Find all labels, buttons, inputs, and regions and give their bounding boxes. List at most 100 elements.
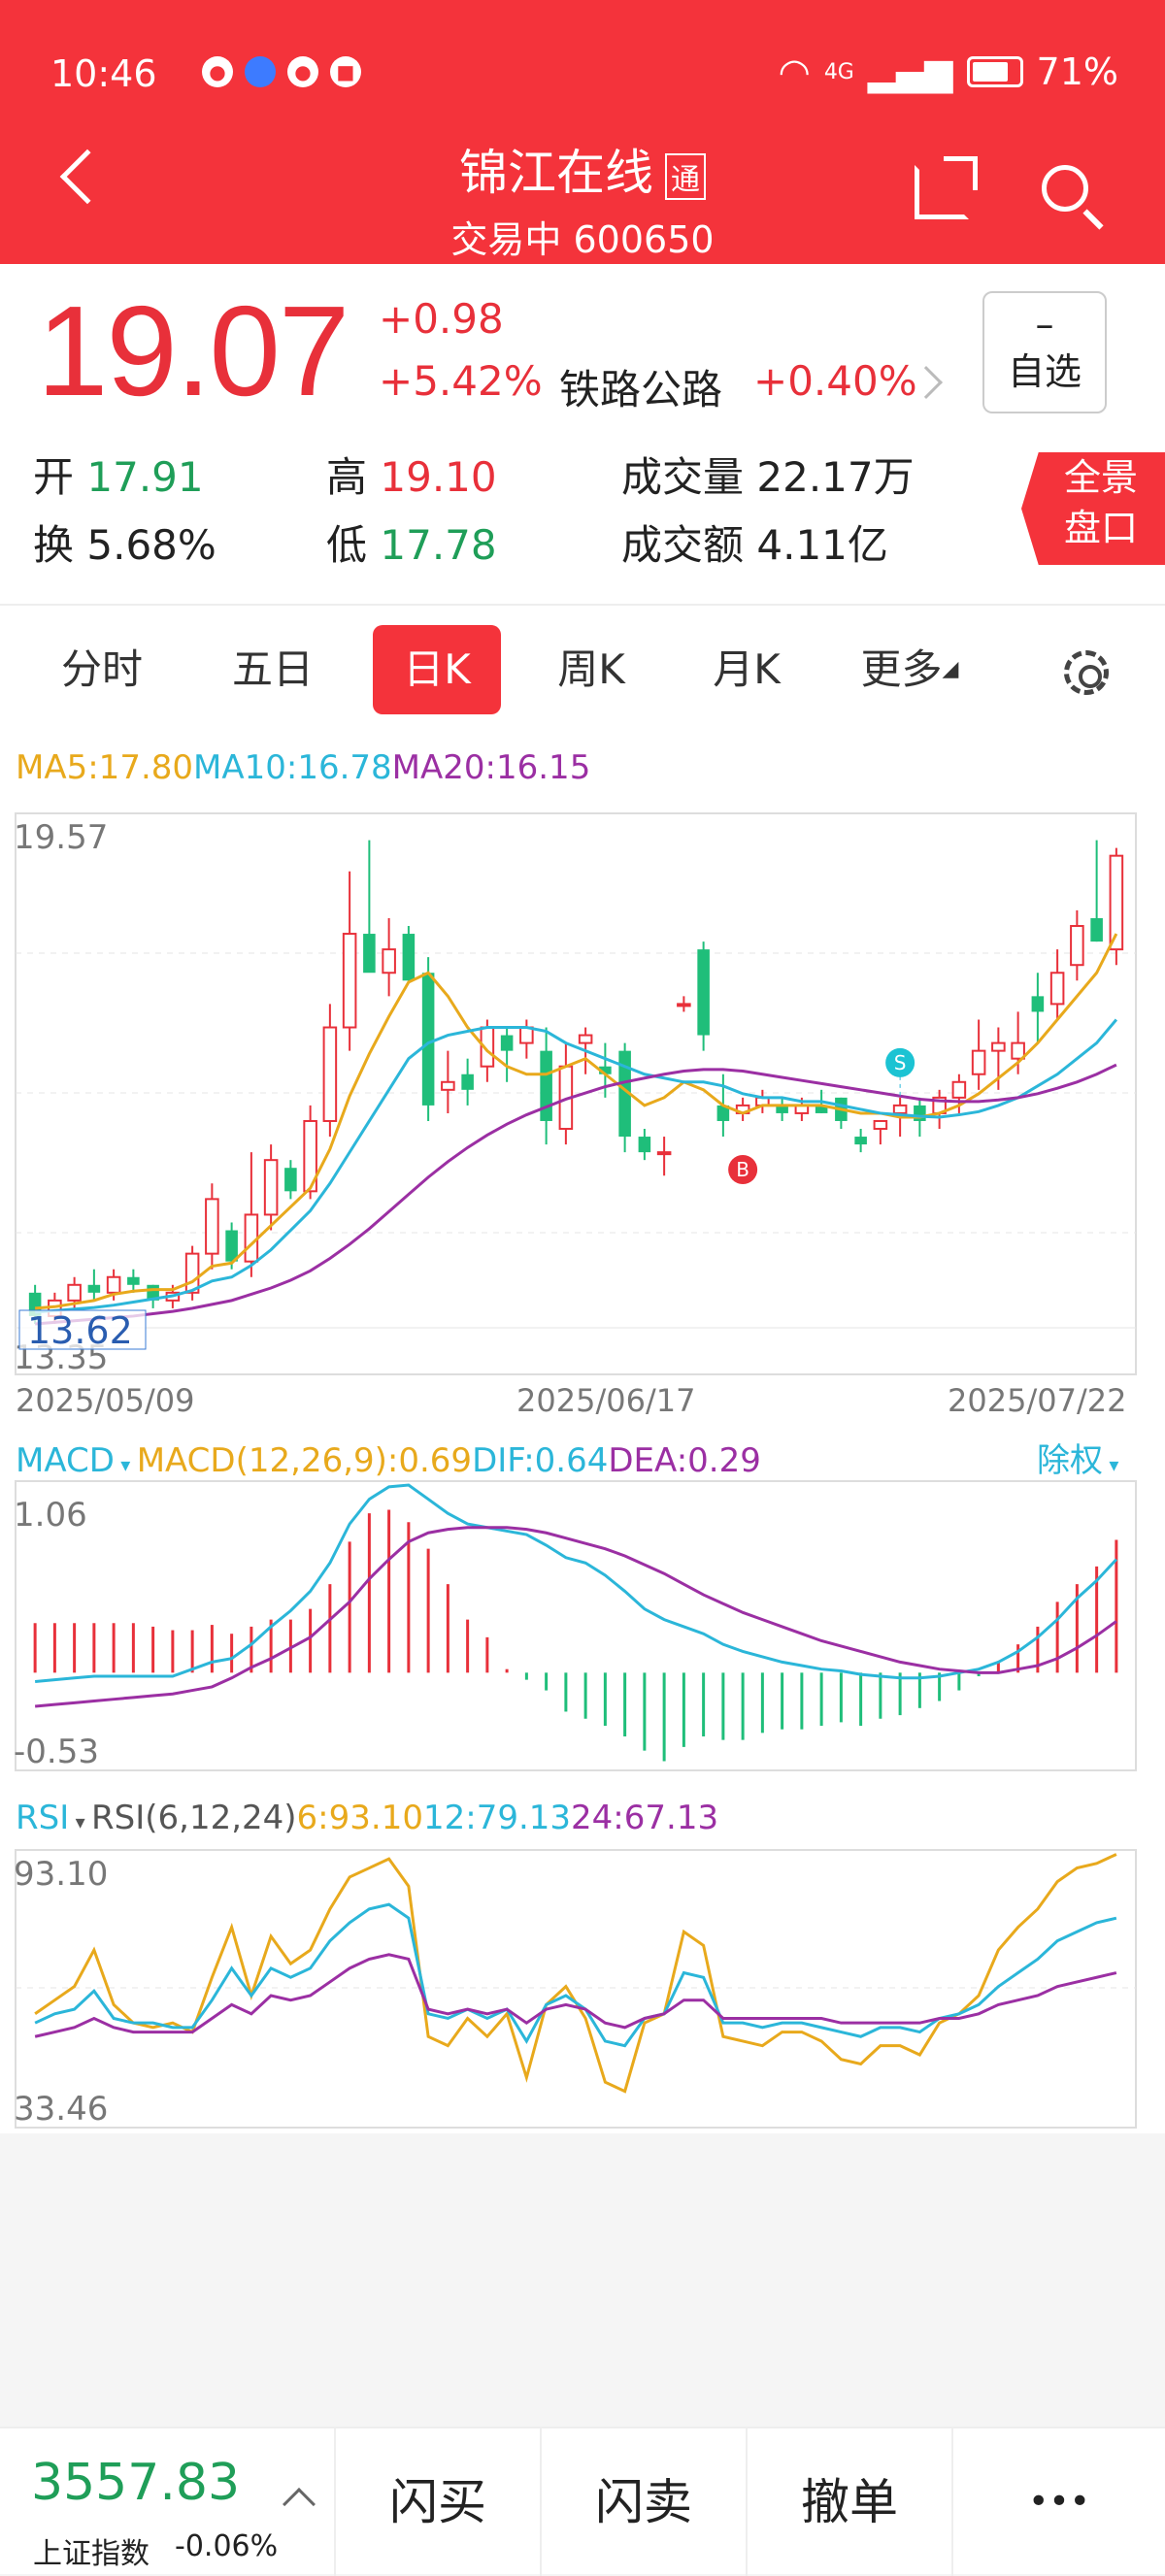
- macd-legend[interactable]: MACD ▾ MACD(12,26,9):0.69DIF:0.64DEA:0.2…: [16, 1441, 761, 1480]
- app-icon: [245, 56, 276, 87]
- industry-name[interactable]: 铁路公路: [559, 366, 723, 413]
- rsi-params: RSI(6,12,24): [91, 1799, 297, 1837]
- candle-body: [540, 1050, 552, 1121]
- candle-body: [578, 1034, 593, 1044]
- candle-body: [342, 933, 357, 1029]
- tab-daily-k[interactable]: 日K: [373, 625, 501, 714]
- quote-panel: 19.07 +0.98 +5.42% 铁路公路 +0.40% – 自选 开 17…: [0, 264, 1165, 604]
- rsi-y-bottom: 33.46: [14, 2090, 108, 2129]
- status-notification-icons: ● ● ■: [202, 56, 361, 87]
- macd-selector[interactable]: MACD: [16, 1441, 115, 1480]
- tab-monthly-k[interactable]: 月K: [713, 645, 781, 693]
- stock-title: 锦江在线通: [0, 134, 1165, 204]
- signal-icon: ▂▄▆: [867, 50, 953, 93]
- candle-body: [677, 1003, 691, 1007]
- sell-marker[interactable]: [885, 1047, 915, 1077]
- flash-buy-button[interactable]: 闪买: [334, 2428, 540, 2576]
- macd-chart: [33, 1483, 1118, 1762]
- caret-down-icon: ◢: [942, 657, 959, 681]
- rsi12-line: [34, 1902, 1117, 2048]
- add-favorite-button[interactable]: – 自选: [982, 291, 1107, 413]
- tab-intraday[interactable]: 分时: [60, 645, 143, 693]
- candle-body: [638, 1137, 651, 1153]
- candle-body: [441, 1080, 455, 1091]
- panorama-button[interactable]: 全景 盘口: [1021, 452, 1165, 565]
- industry-change[interactable]: +0.40%: [753, 357, 917, 405]
- candle-body: [363, 934, 376, 974]
- x-label-end: 2025/07/22: [948, 1382, 1126, 1419]
- rsi-legend[interactable]: RSI ▾ RSI(6,12,24)6:93.1012:79.1324:67.1…: [16, 1799, 718, 1837]
- charts-svg[interactable]: MA5:17.80MA10:16.78MA20:16.15 SB 19.57 1…: [0, 728, 1165, 2133]
- tong-badge: 通: [665, 152, 706, 200]
- candle-body: [599, 1066, 612, 1074]
- candle-body: [421, 973, 435, 1106]
- ma10-legend: MA10:16.78: [193, 748, 392, 787]
- ma10-line: [35, 1018, 1118, 1314]
- last-price-tag-label: 13.62: [27, 1309, 133, 1352]
- x-label-start: 2025/05/09: [16, 1382, 194, 1419]
- macd-value: MACD(12,26,9):0.69: [137, 1441, 472, 1480]
- stat-low: 低 17.78: [326, 521, 497, 569]
- tieba-icon: ■: [330, 56, 361, 87]
- cancel-order-button[interactable]: 撤单: [746, 2428, 951, 2576]
- battery-icon: [966, 56, 1023, 87]
- share-icon[interactable]: [915, 156, 978, 219]
- candle-body: [244, 1213, 259, 1263]
- index-name: 上证指数: [33, 2537, 150, 2571]
- candle-body: [1011, 1041, 1025, 1060]
- ma20-line: [35, 1063, 1117, 1326]
- stat-turnover: 换 5.68%: [33, 521, 216, 569]
- ex-rights-toggle[interactable]: 除权 ▾: [1037, 1441, 1118, 1480]
- ma20-legend: MA20:16.15: [392, 748, 591, 787]
- status-right: ◠ 4G ▂▄▆ 71%: [779, 50, 1118, 93]
- stat-volume: 成交量 22.17万: [621, 453, 915, 501]
- dea-line: [34, 1526, 1117, 1708]
- candle-body: [1070, 925, 1084, 967]
- candle-body: [402, 934, 416, 981]
- header: 10:46 ● ● ■ ◠ 4G ▂▄▆ 71% 锦江在线通 交易中 60065…: [0, 0, 1165, 264]
- stock-subtitle: 交易中 600650: [450, 218, 715, 261]
- candle-body: [656, 1151, 672, 1156]
- candle-body: [697, 949, 710, 1036]
- candle-body: [322, 1026, 338, 1122]
- candle-body: [951, 1080, 967, 1099]
- candle-body: [716, 1105, 730, 1121]
- bottom-bar: 3557.83 上证指数 -0.06% 闪买 闪卖 撤单 •••: [0, 2427, 1165, 2576]
- index-value[interactable]: 3557.83: [31, 2454, 241, 2512]
- wechat-icon-2: ●: [287, 56, 318, 87]
- favorite-label: 自选: [1007, 350, 1082, 393]
- tab-weekly-k[interactable]: 周K: [557, 645, 625, 693]
- candle-body: [284, 1168, 297, 1192]
- candle-body: [500, 1035, 514, 1051]
- candle-body: [1031, 996, 1045, 1012]
- tab-five-day[interactable]: 五日: [231, 645, 314, 693]
- candle-body: [971, 1049, 986, 1075]
- wifi-icon: ◠: [778, 50, 811, 93]
- chevron-up-icon[interactable]: [283, 2488, 316, 2521]
- rsi-selector[interactable]: RSI: [16, 1799, 69, 1837]
- rsi-chart: [34, 1853, 1117, 2094]
- flash-sell-button[interactable]: 闪卖: [540, 2428, 746, 2576]
- price-change-pct: +5.42%: [379, 357, 543, 405]
- battery-level: 71%: [1036, 50, 1118, 93]
- status-time: 10:46: [50, 52, 157, 95]
- index-change: -0.06%: [175, 2529, 279, 2563]
- x-label-mid: 2025/06/17: [516, 1382, 695, 1419]
- candle-body: [892, 1104, 908, 1114]
- candle-body: [263, 1159, 279, 1216]
- rsi6-value: 6:93.10: [297, 1799, 423, 1837]
- macd-y-top: 1.06: [14, 1496, 87, 1535]
- more-options-button[interactable]: •••: [951, 2428, 1165, 2576]
- search-icon[interactable]: [1042, 165, 1088, 212]
- dea-value: DEA:0.29: [608, 1441, 760, 1480]
- candle-body: [303, 1119, 317, 1193]
- tab-more[interactable]: 更多◢: [860, 645, 959, 693]
- candle-body: [991, 1041, 1006, 1052]
- candle-body: [618, 1050, 631, 1138]
- candle-body: [87, 1284, 101, 1293]
- sell-marker-label: S: [894, 1051, 907, 1074]
- candle-body: [914, 1105, 926, 1121]
- buy-marker[interactable]: [728, 1154, 758, 1184]
- gear-icon[interactable]: [1064, 650, 1109, 695]
